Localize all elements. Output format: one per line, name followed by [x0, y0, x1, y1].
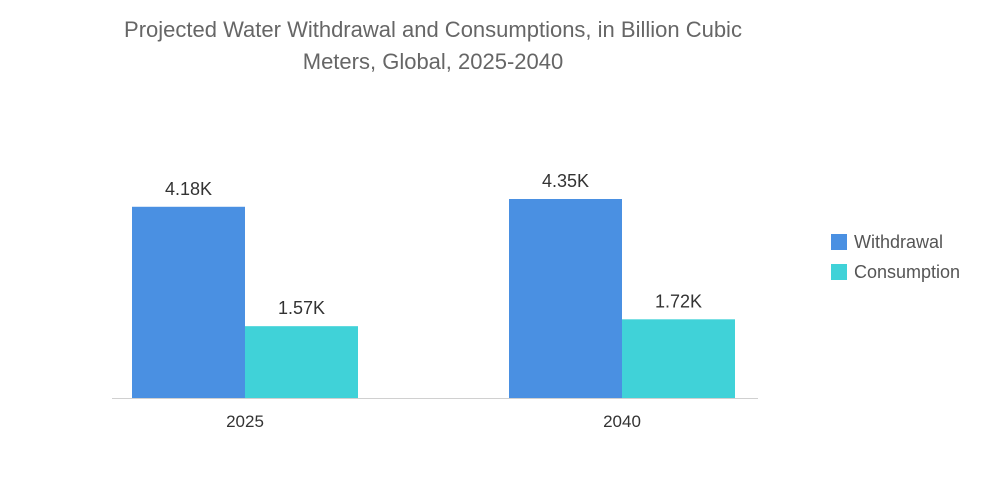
data-label-consumption-2040: 1.72K [655, 291, 702, 311]
data-label-consumption-2025: 1.57K [278, 298, 325, 318]
legend-swatch-withdrawal [831, 234, 847, 250]
legend-label-consumption: Consumption [854, 262, 960, 282]
bar-consumption-2025 [245, 326, 358, 398]
bar-withdrawal-2040 [509, 199, 622, 398]
legend-label-withdrawal: Withdrawal [854, 232, 943, 252]
chart-title-line-1: Projected Water Withdrawal and Consumpti… [124, 17, 742, 42]
bar-consumption-2040 [622, 319, 735, 398]
data-label-withdrawal-2025: 4.18K [165, 179, 212, 199]
x-tick-label-2040: 2040 [603, 412, 641, 431]
plot-area: 4.18K 4.35K 1.57K 1.72K 2025 2040 [112, 171, 758, 431]
bar-withdrawal-2025 [132, 206, 245, 398]
legend: Withdrawal Consumption [831, 232, 960, 282]
x-tick-label-2025: 2025 [226, 412, 264, 431]
data-label-withdrawal-2040: 4.35K [542, 171, 589, 191]
chart-title-line-2: Meters, Global, 2025-2040 [303, 49, 564, 74]
legend-swatch-consumption [831, 264, 847, 280]
